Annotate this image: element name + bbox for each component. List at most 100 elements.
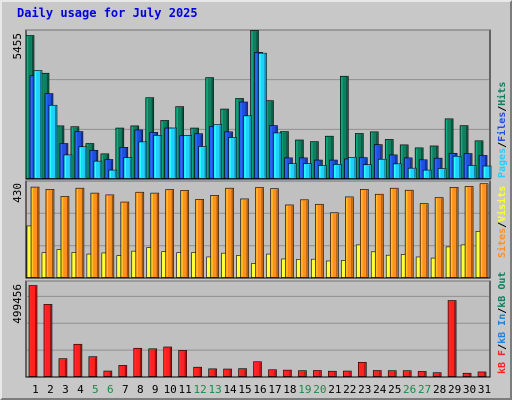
bar-pages-day-8 bbox=[138, 141, 148, 179]
bar-sites-day-6 bbox=[105, 194, 115, 278]
bar-kb-day-29 bbox=[447, 300, 457, 377]
x-label-day-4: 4 bbox=[77, 383, 84, 396]
legend-sites: Sites bbox=[496, 228, 508, 258]
bar-pages-day-6 bbox=[108, 169, 118, 179]
bar-kb-day-13 bbox=[208, 368, 217, 377]
chart-title: Daily usage for July 2025 bbox=[17, 6, 198, 20]
bar-kb-day-23 bbox=[357, 361, 367, 377]
bar-sites-day-20 bbox=[315, 203, 324, 278]
ymax-hits: 5455 bbox=[11, 33, 24, 60]
bar-kb-day-11 bbox=[178, 350, 187, 377]
bar-pages-day-24 bbox=[377, 158, 387, 179]
x-label-day-28: 28 bbox=[433, 383, 446, 396]
bar-pages-day-5 bbox=[93, 160, 103, 179]
bar-kb-day-15 bbox=[238, 368, 247, 377]
x-label-day-16: 16 bbox=[253, 383, 266, 396]
bar-sites-day-26 bbox=[404, 189, 414, 278]
ymax-kb: 499456 bbox=[11, 284, 24, 324]
bar-sites-day-29 bbox=[449, 187, 459, 278]
x-axis-labels: 1 2 3 4 5 6 7 8 9 10 11 12 13 14 15 16 17 18 19 20 21 22 23 24 2… bbox=[32, 383, 491, 396]
x-label-day-2: 2 bbox=[47, 383, 54, 396]
panel-kb bbox=[25, 280, 491, 378]
bar-pages-day-16 bbox=[258, 52, 267, 179]
bar-pages-day-30 bbox=[467, 165, 477, 179]
bar-sites-day-25 bbox=[389, 187, 399, 278]
bar-pages-day-17 bbox=[273, 132, 282, 179]
bar-sites-day-3 bbox=[60, 196, 70, 278]
legend-kb-f: kB F bbox=[497, 350, 508, 374]
bar-pages-day-12 bbox=[198, 146, 207, 179]
legend-pages: Pages bbox=[497, 148, 508, 178]
bar-pages-day-10 bbox=[168, 127, 178, 179]
x-label-day-13: 13 bbox=[208, 383, 221, 396]
bar-kb-day-3 bbox=[58, 358, 68, 377]
bar-sites-day-22 bbox=[345, 196, 354, 278]
panel-sites-visits bbox=[25, 180, 491, 279]
bar-kb-day-17 bbox=[268, 369, 277, 377]
bar-kb-day-6 bbox=[103, 370, 113, 377]
bar-pages-day-2 bbox=[48, 104, 58, 179]
bar-kb-day-4 bbox=[73, 343, 83, 377]
bar-pages-day-11 bbox=[183, 135, 192, 179]
bar-kb-day-20 bbox=[313, 370, 322, 377]
bar-sites-day-11 bbox=[180, 190, 189, 278]
bar-pages-day-15 bbox=[243, 115, 252, 179]
x-label-day-8: 8 bbox=[137, 383, 144, 396]
bar-sites-day-30 bbox=[464, 186, 474, 278]
bar-pages-day-3 bbox=[63, 154, 73, 179]
bar-pages-day-13 bbox=[213, 124, 222, 179]
svg-text:kB F/kB In/kB Out: kB F/kB In/kB Out bbox=[497, 272, 508, 374]
bar-pages-day-20 bbox=[318, 165, 327, 179]
x-label-day-14: 14 bbox=[223, 383, 237, 396]
bar-kb-day-14 bbox=[223, 368, 232, 377]
legend-hits: Hits bbox=[496, 82, 508, 106]
bar-pages-day-9 bbox=[153, 135, 163, 179]
legend-kb-in: kB In bbox=[497, 314, 508, 344]
bar-kb-day-9 bbox=[148, 348, 158, 377]
bar-pages-day-23 bbox=[362, 164, 372, 179]
bar-kb-day-2 bbox=[43, 304, 53, 377]
bar-sites-day-2 bbox=[45, 189, 55, 278]
bar-sites-day-23 bbox=[359, 189, 369, 278]
bar-kb-day-21 bbox=[328, 370, 337, 377]
legend-sites-visits: Sites/Visits bbox=[496, 186, 508, 258]
svg-text:Sites/Visits: Sites/Visits bbox=[496, 186, 508, 258]
bar-kb-day-24 bbox=[372, 370, 382, 377]
bar-kb-day-12 bbox=[193, 366, 202, 377]
x-label-day-31: 31 bbox=[478, 383, 491, 396]
bar-pages-day-31 bbox=[482, 165, 492, 179]
x-label-day-21: 21 bbox=[328, 383, 341, 396]
bar-sites-day-27 bbox=[419, 203, 429, 278]
bar-sites-day-8 bbox=[135, 191, 145, 278]
bar-sites-day-4 bbox=[75, 187, 85, 278]
bar-sites-day-14 bbox=[225, 187, 234, 278]
x-label-day-7: 7 bbox=[122, 383, 129, 396]
bar-pages-day-22 bbox=[348, 157, 357, 179]
legend-visits: Visits bbox=[496, 186, 508, 222]
bar-sites-day-17 bbox=[270, 188, 279, 278]
x-label-day-11: 11 bbox=[179, 383, 192, 396]
bar-kb-day-7 bbox=[118, 365, 128, 377]
bar-kb-day-8 bbox=[133, 347, 143, 377]
bar-kb-day-5 bbox=[88, 356, 98, 377]
x-label-day-5: 5 bbox=[92, 383, 99, 396]
x-label-day-15: 15 bbox=[238, 383, 251, 396]
bar-kb-day-19 bbox=[298, 370, 307, 377]
bar-sites-day-7 bbox=[120, 201, 130, 278]
legend-kb-out: kB Out bbox=[497, 272, 508, 308]
bar-pages-day-4 bbox=[78, 146, 88, 179]
bar-sites-day-24 bbox=[374, 193, 384, 278]
ymax-sites: 430 bbox=[11, 183, 24, 203]
bar-sites-day-12 bbox=[195, 199, 204, 278]
x-label-day-27: 27 bbox=[418, 383, 431, 396]
bar-pages-day-25 bbox=[392, 163, 402, 179]
bar-sites-day-1 bbox=[30, 186, 40, 278]
bar-kb-day-22 bbox=[343, 370, 352, 377]
panel-hits-files-pages bbox=[25, 29, 492, 180]
bar-sites-day-18 bbox=[285, 204, 294, 278]
x-label-day-9: 9 bbox=[152, 383, 159, 396]
bar-pages-day-1 bbox=[33, 70, 43, 179]
x-label-day-10: 10 bbox=[164, 383, 177, 396]
